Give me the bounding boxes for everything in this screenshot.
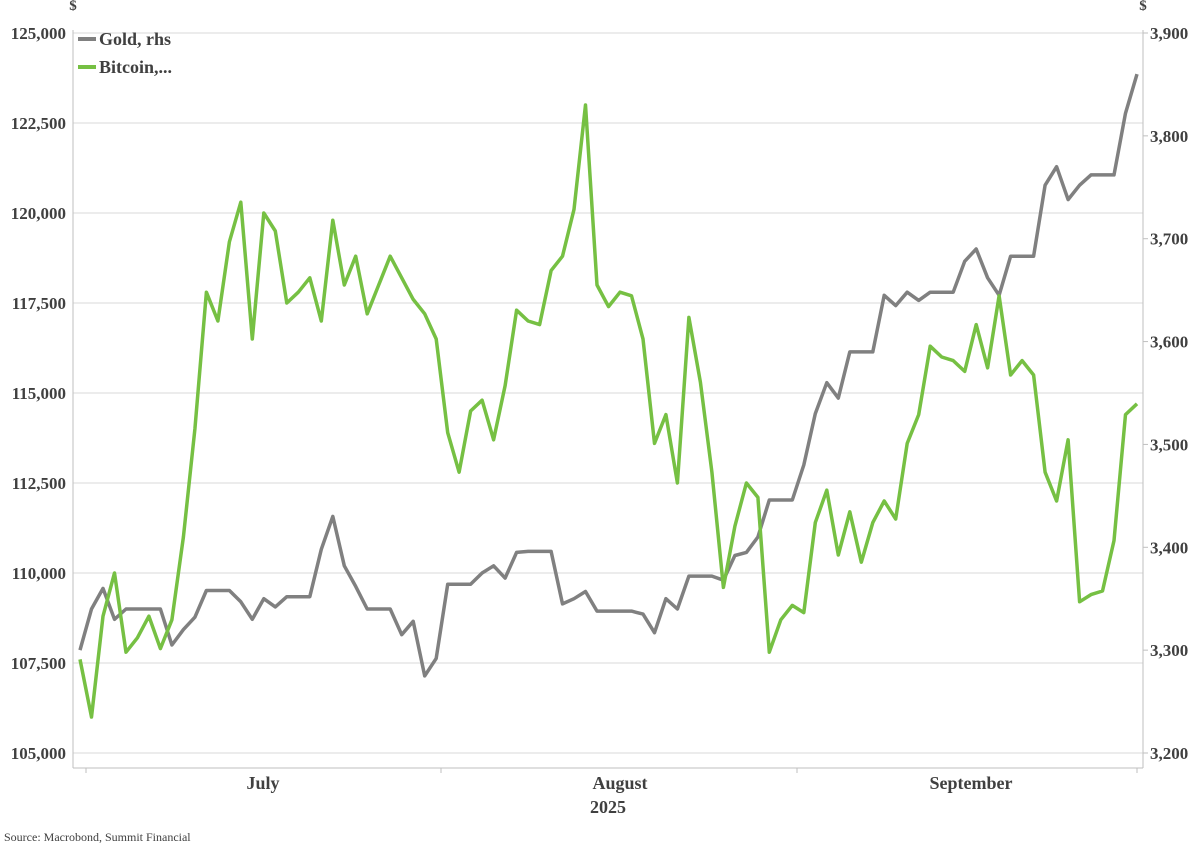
- right-tick-label: 3,300: [1150, 641, 1188, 660]
- right-tick-label: 3,200: [1150, 744, 1188, 763]
- left-tick-label: 110,000: [12, 564, 66, 583]
- right-tick-label: 3,400: [1150, 538, 1188, 557]
- series-lines: [78, 73, 1139, 719]
- right-axis-ticks: 3,200 3,300 3,400 3,500 3,600 3,700 3,800 3,900: [1143, 24, 1188, 763]
- right-tick-label: 3,600: [1150, 333, 1188, 352]
- series-line-gold: [78, 73, 1139, 678]
- left-tick-label: 112,500: [12, 474, 66, 493]
- legend-label-bitcoin: Bitcoin,...: [99, 57, 172, 77]
- x-axis-ticks: [85, 768, 1138, 773]
- legend: Gold, rhs Bitcoin,...: [78, 29, 172, 77]
- left-tick-label: 115,000: [12, 384, 66, 403]
- x-label-september: September: [930, 773, 1013, 793]
- right-tick-label: 3,500: [1150, 435, 1188, 454]
- left-axis-ticks: 105,000 107,500 110,000 112,500 115,000 117,5…: [11, 24, 66, 763]
- left-tick-label: 125,000: [11, 24, 66, 43]
- left-tick-label: 120,000: [11, 204, 66, 223]
- left-axis-unit: $: [69, 0, 77, 14]
- left-tick-label: 107,500: [11, 654, 66, 673]
- series-line-bitcoin: [78, 103, 1139, 719]
- right-tick-label: 3,900: [1150, 24, 1188, 43]
- left-tick-label: 117,500: [12, 294, 66, 313]
- right-axis-unit: $: [1139, 0, 1147, 14]
- gridlines: [73, 32, 1143, 754]
- right-tick-label: 3,700: [1150, 230, 1188, 249]
- source-note: Source: Macrobond, Summit Financial: [4, 830, 191, 844]
- left-tick-label: 122,500: [11, 114, 66, 133]
- left-tick-label: 105,000: [11, 744, 66, 763]
- x-label-july: July: [246, 773, 279, 793]
- right-tick-label: 3,800: [1150, 127, 1188, 146]
- x-label-year: 2025: [590, 797, 626, 817]
- legend-label-gold: Gold, rhs: [99, 29, 171, 49]
- x-label-august: August: [592, 773, 647, 793]
